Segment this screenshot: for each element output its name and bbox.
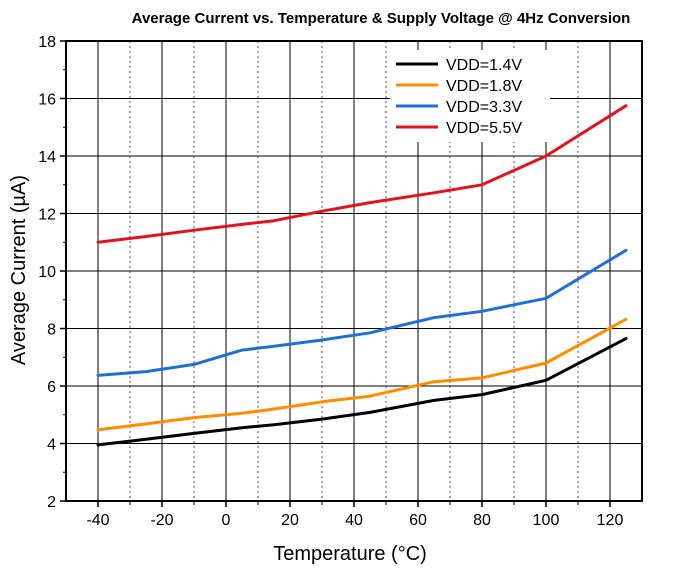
y-tick-label: 8: [47, 322, 56, 339]
series-line: [96, 248, 628, 377]
y-tick-label: 4: [47, 437, 56, 454]
tick-layer: -40 -20 0 20 40 60 80 100 120 2 4 6 8 10 12 14 16 18: [38, 34, 623, 529]
x-tick-label: 60: [409, 512, 427, 529]
x-tick-label: -40: [86, 512, 109, 529]
series-line: [96, 337, 628, 447]
y-tick-label: 6: [47, 379, 56, 396]
series-line: [96, 104, 628, 244]
y-tick-label: 16: [38, 92, 56, 109]
x-tick-label: 100: [533, 512, 560, 529]
series-layer: [96, 104, 628, 447]
x-axis-label: Temperature (°C): [273, 543, 427, 565]
x-tick-label: 40: [345, 512, 363, 529]
x-tick-label: -20: [150, 512, 173, 529]
x-tick-label: 120: [597, 512, 624, 529]
legend-label: VDD=3.3V: [446, 99, 522, 116]
y-tick-label: 14: [38, 149, 56, 166]
series-line: [96, 317, 628, 432]
chart-title: Average Current vs. Temperature & Supply…: [132, 10, 631, 27]
x-tick-label: 0: [222, 512, 231, 529]
legend-label: VDD=1.8V: [446, 78, 522, 95]
x-tick-label: 80: [473, 512, 491, 529]
legend: VDD=1.4V VDD=1.8V VDD=3.3V VDD=5.5V: [390, 50, 550, 142]
y-tick-label: 2: [47, 494, 56, 511]
y-tick-label: 10: [38, 264, 56, 281]
legend-label: VDD=1.4V: [446, 57, 522, 74]
legend-label: VDD=5.5V: [446, 120, 522, 137]
grid-layer: [66, 40, 642, 502]
y-tick-label: 18: [38, 34, 56, 51]
y-axis-label: Average Current (µA): [8, 175, 30, 365]
y-tick-label: 12: [38, 207, 56, 224]
x-tick-label: 20: [281, 512, 299, 529]
